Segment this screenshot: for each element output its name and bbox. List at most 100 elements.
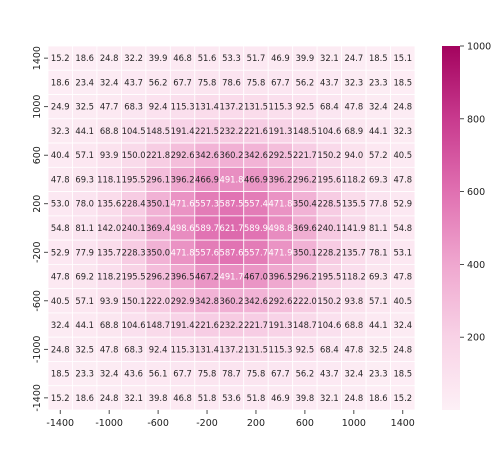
heatmap-cell bbox=[47, 361, 73, 387]
heatmap-cell bbox=[218, 69, 245, 95]
cell-value-label: 221.5 bbox=[195, 126, 219, 136]
colorbar-tick-label: 400 bbox=[467, 260, 485, 271]
cell-value-label: 24.8 bbox=[51, 344, 70, 354]
cell-value-label: 621.7 bbox=[220, 223, 244, 233]
heatmap-cell bbox=[72, 166, 98, 192]
cell-value-label: 44.1 bbox=[75, 320, 94, 330]
cell-value-label: 557.4 bbox=[244, 199, 268, 209]
cell-value-label: 69.2 bbox=[75, 272, 94, 282]
heatmap-cell bbox=[194, 191, 220, 217]
cell-value-label: 292.5 bbox=[268, 150, 292, 160]
cell-value-label: 75.8 bbox=[247, 369, 266, 379]
cell-value-label: 115.3 bbox=[268, 344, 292, 354]
heatmap-cell bbox=[341, 166, 367, 192]
cell-value-label: 32.3 bbox=[393, 126, 412, 136]
heatmap-cell bbox=[267, 166, 294, 192]
heatmap-cell bbox=[365, 239, 391, 265]
cell-value-label: 191.3 bbox=[268, 320, 292, 330]
cell-value-label: 32.3 bbox=[51, 126, 70, 136]
heatmap-cell bbox=[390, 239, 416, 265]
cell-value-label: 92.5 bbox=[296, 344, 315, 354]
cell-value-label: 67.7 bbox=[271, 369, 290, 379]
heatmap-cell bbox=[316, 263, 342, 290]
heatmap-cell bbox=[390, 191, 416, 217]
cell-value-label: 228.5 bbox=[317, 199, 341, 209]
cell-value-label: 118.2 bbox=[342, 272, 366, 282]
heatmap-cell bbox=[218, 118, 245, 144]
cell-value-label: 115.3 bbox=[171, 344, 195, 354]
heatmap-cell bbox=[218, 385, 245, 411]
heatmap-cell bbox=[47, 142, 73, 168]
heatmap-cell bbox=[121, 142, 147, 168]
cell-value-label: 292.6 bbox=[268, 296, 292, 306]
cell-value-label: 47.8 bbox=[100, 344, 119, 354]
cell-value-label: 195.6 bbox=[317, 174, 341, 184]
cell-value-label: 47.8 bbox=[51, 272, 70, 282]
heatmap-cell bbox=[47, 385, 73, 411]
cell-value-label: 150.2 bbox=[317, 150, 341, 160]
cell-value-label: 587.6 bbox=[220, 247, 244, 257]
cell-value-label: 195.5 bbox=[122, 272, 146, 282]
cell-value-label: 135.5 bbox=[342, 199, 366, 209]
cell-value-label: 40.4 bbox=[51, 150, 70, 160]
cell-value-label: 56.1 bbox=[149, 369, 168, 379]
y-tick-label: 1400 bbox=[32, 46, 43, 70]
heatmap-cell bbox=[365, 69, 391, 95]
cell-value-label: 195.5 bbox=[122, 174, 146, 184]
cell-value-label: 32.4 bbox=[100, 77, 119, 87]
cell-value-label: 53.1 bbox=[393, 247, 412, 257]
cell-value-label: 369.4 bbox=[146, 223, 170, 233]
cell-value-label: 228.2 bbox=[317, 247, 341, 257]
cell-value-label: 67.7 bbox=[173, 77, 192, 87]
heatmap-cell bbox=[169, 166, 196, 192]
cell-value-label: 57.1 bbox=[75, 296, 94, 306]
cell-value-label: 232.2 bbox=[220, 126, 244, 136]
heatmap-cell bbox=[316, 142, 342, 168]
cell-value-label: 148.5 bbox=[293, 126, 317, 136]
cell-value-label: 40.5 bbox=[393, 296, 412, 306]
heatmap-cell bbox=[316, 361, 342, 387]
heatmap-cell bbox=[390, 263, 416, 290]
heatmap-cell bbox=[292, 118, 318, 144]
cell-value-label: 222.0 bbox=[146, 296, 170, 306]
heatmap-cell bbox=[96, 166, 122, 192]
heatmap-cell bbox=[218, 263, 245, 290]
cell-value-label: 150.0 bbox=[122, 150, 146, 160]
cell-value-label: 32.5 bbox=[369, 344, 388, 354]
cell-value-label: 57.2 bbox=[369, 150, 388, 160]
cell-value-label: 46.8 bbox=[173, 393, 192, 403]
cell-value-label: 24.8 bbox=[393, 102, 412, 112]
cell-value-label: 221.6 bbox=[195, 320, 219, 330]
cell-value-label: 43.7 bbox=[124, 77, 143, 87]
heatmap-cell bbox=[194, 263, 220, 290]
cell-value-label: 77.9 bbox=[75, 247, 94, 257]
cell-value-label: 43.7 bbox=[320, 77, 339, 87]
cell-value-label: 51.7 bbox=[247, 53, 266, 63]
cell-value-label: 92.4 bbox=[149, 102, 168, 112]
heatmap-cell bbox=[390, 142, 416, 168]
cell-value-label: 148.5 bbox=[146, 126, 170, 136]
heatmap-cell bbox=[365, 263, 391, 290]
cell-value-label: 32.5 bbox=[75, 102, 94, 112]
cell-value-label: 69.3 bbox=[369, 174, 388, 184]
cell-value-label: 77.8 bbox=[369, 199, 388, 209]
x-tick-label: -1000 bbox=[95, 418, 123, 429]
cell-value-label: 191.4 bbox=[171, 126, 195, 136]
colorbar-gradient bbox=[442, 46, 460, 410]
cell-value-label: 135.7 bbox=[342, 247, 366, 257]
cell-value-label: 142.0 bbox=[97, 223, 121, 233]
heatmap-cell bbox=[194, 288, 220, 314]
cell-value-label: 589.9 bbox=[244, 223, 268, 233]
heatmap-cell bbox=[292, 215, 318, 241]
heatmap-cell bbox=[145, 288, 171, 314]
cell-value-label: 240.1 bbox=[122, 223, 146, 233]
cell-value-label: 296.2 bbox=[293, 272, 317, 282]
heatmap-cell bbox=[390, 215, 416, 241]
cell-value-label: 228.3 bbox=[122, 247, 146, 257]
cell-value-label: 118.2 bbox=[342, 174, 366, 184]
cell-value-label: 23.4 bbox=[75, 77, 94, 87]
cell-value-label: 40.5 bbox=[51, 296, 70, 306]
cell-value-label: 15.1 bbox=[393, 53, 412, 63]
cell-value-label: 81.1 bbox=[369, 223, 388, 233]
cell-value-label: 68.8 bbox=[100, 126, 119, 136]
